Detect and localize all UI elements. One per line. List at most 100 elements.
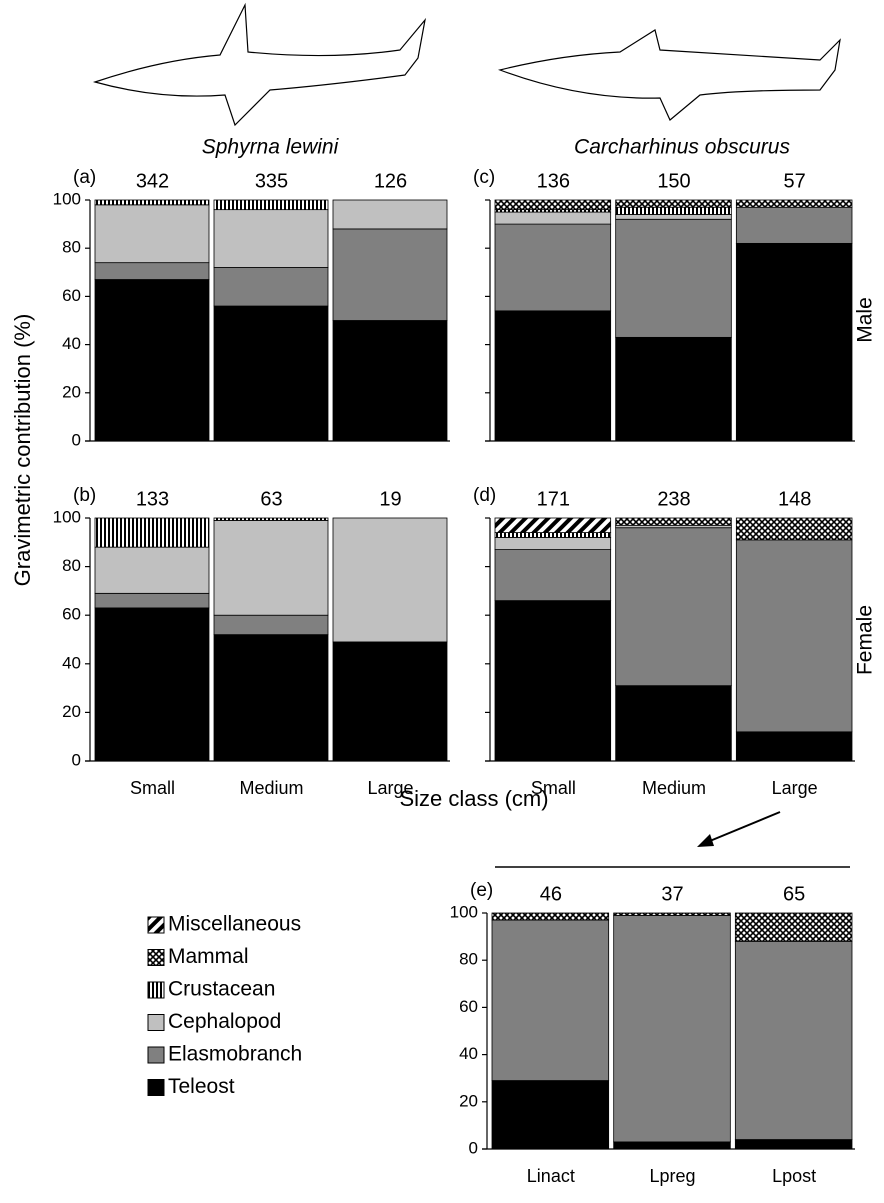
bar-segment xyxy=(492,920,609,1080)
bar-segment xyxy=(333,200,447,229)
legend-swatch xyxy=(148,1080,164,1096)
x-tick-label: Linact xyxy=(527,1166,575,1186)
bar-segment xyxy=(95,593,209,608)
bar-segment xyxy=(333,642,447,761)
x-tick-label: Large xyxy=(367,778,413,798)
panel-label: (d) xyxy=(473,485,496,506)
legend-label: Miscellaneous xyxy=(168,913,301,936)
bar-segment xyxy=(614,1142,731,1149)
sample-size: 150 xyxy=(657,170,690,192)
x-tick-label: Large xyxy=(772,778,818,798)
sample-size: 37 xyxy=(661,883,683,905)
sample-size: 238 xyxy=(657,488,690,510)
bar-segment xyxy=(616,528,732,686)
bar-segment xyxy=(614,915,731,1142)
legend-swatch xyxy=(148,1015,164,1031)
x-tick-label: Small xyxy=(531,778,576,798)
panel-label: (e) xyxy=(470,880,493,901)
x-tick-label: Medium xyxy=(239,778,303,798)
sample-size: 148 xyxy=(778,488,811,510)
panel-label: (b) xyxy=(73,485,96,506)
bar-segment xyxy=(214,306,328,441)
panel-label: (a) xyxy=(73,167,96,188)
bar-segment xyxy=(214,518,328,520)
x-tick-label: Lpost xyxy=(772,1166,816,1186)
y-tick-label: 0 xyxy=(72,430,81,449)
legend-label: Elasmobranch xyxy=(168,1043,302,1066)
legend-label: Crustacean xyxy=(168,978,275,1001)
bar-segment xyxy=(736,540,852,732)
sample-size: 65 xyxy=(783,883,805,905)
panel-label: (c) xyxy=(473,167,495,188)
bar-segment xyxy=(736,243,852,441)
bar-segment xyxy=(616,686,732,761)
sample-size: 335 xyxy=(255,170,288,192)
bar-segment xyxy=(736,200,852,207)
bar-segment xyxy=(495,533,611,538)
bar-segment xyxy=(95,263,209,280)
bar-segment xyxy=(735,941,852,1139)
bar-segment xyxy=(95,547,209,593)
y-tick-label: 60 xyxy=(459,997,478,1016)
legend-swatch xyxy=(148,982,164,998)
y-tick-label: 20 xyxy=(62,702,81,721)
bar-segment xyxy=(492,1081,609,1149)
y-tick-label: 100 xyxy=(53,507,81,526)
sample-size: 57 xyxy=(784,170,806,192)
sex-label: Male xyxy=(854,297,877,343)
bar-segment xyxy=(333,518,447,642)
bar-segment xyxy=(616,200,732,207)
sample-size: 136 xyxy=(537,170,570,192)
species-name: Sphyrna lewini xyxy=(202,136,340,159)
y-tick-label: 20 xyxy=(459,1091,478,1110)
bar-segment xyxy=(616,219,732,337)
bar-segment xyxy=(736,207,852,243)
legend-swatch xyxy=(148,917,164,933)
sample-size: 342 xyxy=(136,170,169,192)
bar-segment xyxy=(214,635,328,761)
bar-segment xyxy=(495,200,611,210)
sample-size: 63 xyxy=(260,488,282,510)
y-tick-label: 40 xyxy=(62,334,81,353)
bar-segment xyxy=(495,550,611,601)
legend-label: Teleost xyxy=(168,1075,235,1098)
figure: Sphyrna lewini Carcharhinus obscurus Mal… xyxy=(0,0,884,1203)
bar-segment xyxy=(495,224,611,311)
sex-label: Female xyxy=(854,605,877,675)
bar-segment xyxy=(616,518,732,525)
y-tick-label: 60 xyxy=(62,286,81,305)
y-tick-label: 40 xyxy=(62,653,81,672)
bar-segment xyxy=(95,205,209,263)
y-tick-label: 80 xyxy=(62,556,81,575)
bar-segment xyxy=(495,311,611,441)
sample-size: 19 xyxy=(379,488,401,510)
x-tick-label: Lpreg xyxy=(649,1166,695,1186)
y-tick-label: 100 xyxy=(450,902,478,921)
bar-segment xyxy=(735,913,852,941)
y-tick-label: 100 xyxy=(53,189,81,208)
bar-segment xyxy=(214,520,328,615)
bar-segment xyxy=(214,267,328,306)
bar-segment xyxy=(616,214,732,219)
bar-segment xyxy=(214,615,328,634)
x-axis-title: Size class (cm) xyxy=(399,786,548,811)
sample-size: 133 xyxy=(136,488,169,510)
y-tick-label: 0 xyxy=(72,750,81,769)
x-tick-label: Small xyxy=(130,778,175,798)
sample-size: 46 xyxy=(540,883,562,905)
bar-segment xyxy=(95,200,209,205)
y-tick-label: 60 xyxy=(62,605,81,624)
bar-segment xyxy=(736,518,852,540)
bar-segment xyxy=(214,210,328,268)
arrow-head xyxy=(697,834,714,847)
bar-segment xyxy=(616,207,732,214)
bar-segment xyxy=(495,601,611,761)
y-axis-title: Gravimetric contribution (%) xyxy=(10,314,35,587)
x-tick-label: Medium xyxy=(642,778,706,798)
legend-label: Cephalopod xyxy=(168,1010,281,1033)
species-name: Carcharhinus obscurus xyxy=(574,136,790,159)
bar-segment xyxy=(95,518,209,547)
y-tick-label: 40 xyxy=(459,1044,478,1063)
bar-segment xyxy=(736,732,852,761)
y-tick-label: 80 xyxy=(62,238,81,257)
